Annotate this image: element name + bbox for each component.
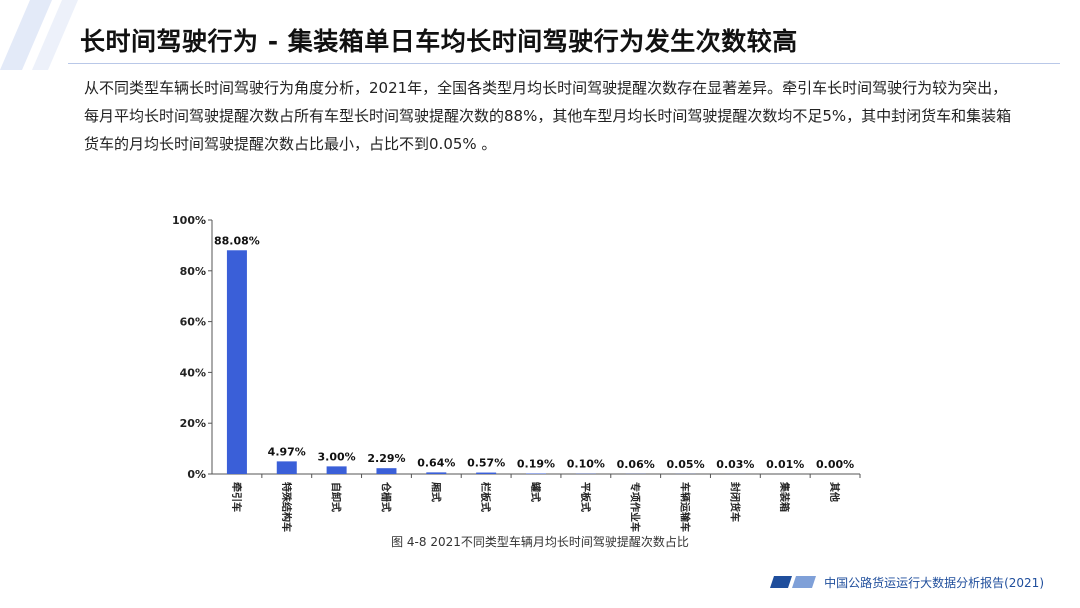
y-tick-label: 80% [180, 265, 206, 278]
bar-value-label: 2.29% [367, 452, 405, 465]
x-category-label: 车辆运输车 [679, 482, 692, 532]
bar-value-label: 88.08% [214, 234, 260, 247]
x-category-label: 仓栅式 [379, 481, 392, 512]
x-category-label: 自卸式 [330, 482, 343, 512]
x-category-label: 牵引车 [230, 482, 243, 512]
bar [476, 472, 497, 474]
x-category-label: 平板式 [579, 482, 592, 512]
bar [326, 466, 347, 474]
bar [426, 472, 447, 474]
bar [276, 461, 297, 474]
y-tick-label: 100% [172, 214, 206, 227]
bar-value-label: 0.64% [417, 456, 455, 469]
bar [226, 250, 247, 474]
title-divider [68, 63, 1060, 64]
bar-chart: 0% 20% 40% 60% 80% 100% 88.08% 牵引车 4.97% 特殊结构车 3.0… [172, 214, 861, 532]
y-tick-label: 40% [180, 366, 206, 379]
bar-value-label: 0.19% [517, 458, 555, 471]
x-category-label: 厢式 [429, 482, 442, 502]
y-tick-label: 20% [180, 417, 206, 430]
footer-report-title: 中国公路货运运行大数据分析报告(2021) [824, 575, 1044, 590]
bar-value-label: 0.05% [666, 458, 704, 471]
bar-value-label: 4.97% [268, 445, 306, 458]
x-category-label: 集装箱 [778, 481, 791, 512]
x-category-label: 其他 [828, 482, 841, 502]
footer-logo-icon [770, 576, 817, 588]
bar-value-label: 0.01% [766, 458, 804, 471]
footer: 中国公路货运运行大数据分析报告(2021) [770, 573, 1044, 591]
bar-value-label: 0.57% [467, 457, 505, 470]
chart-caption: 图 4-8 2021不同类型车辆月均长时间驾驶提醒次数占比 [391, 535, 689, 549]
y-tick-label: 0% [187, 468, 206, 481]
x-category-label: 罐式 [529, 481, 542, 502]
x-category-label: 专项作业车 [629, 482, 642, 532]
y-tick-label: 60% [180, 316, 206, 329]
x-category-label: 特殊结构车 [280, 482, 293, 532]
bar-value-label: 0.06% [617, 458, 655, 471]
page-title: 长时间驾驶行为 - 集装箱单日车均长时间驾驶行为发生次数较高 [80, 27, 798, 56]
bar-value-label: 0.10% [567, 458, 605, 471]
x-category-label: 栏板式 [479, 482, 492, 512]
intro-paragraph: 从不同类型车辆长时间驾驶行为角度分析，2021年，全国各类型月均长时间驾驶提醒次… [84, 79, 1012, 153]
x-category-label: 封闭货车 [728, 482, 741, 522]
bar-value-label: 0.00% [816, 458, 854, 471]
bar-value-label: 3.00% [318, 450, 356, 463]
corner-decoration [0, 0, 78, 70]
bar [376, 468, 397, 474]
bar-value-label: 0.03% [716, 458, 754, 471]
